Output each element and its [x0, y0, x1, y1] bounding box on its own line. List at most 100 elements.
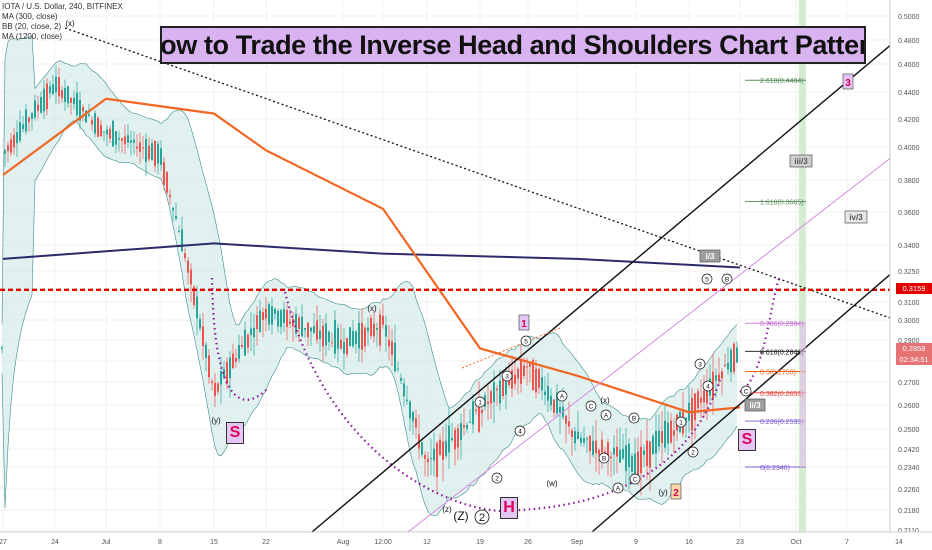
- wave-circle-text: B: [725, 277, 729, 284]
- candle-body: [529, 361, 531, 367]
- candle-body: [556, 392, 558, 414]
- y-tick-label: 0.4000: [898, 145, 920, 152]
- candle-body: [430, 458, 432, 460]
- candle-body: [442, 441, 444, 460]
- candle-body: [412, 412, 414, 422]
- candle-body: [1, 347, 3, 349]
- wave-circle-text: 5: [705, 277, 709, 284]
- x-tick-label: Aug: [337, 539, 350, 546]
- wave-circle-marker: [701, 273, 713, 285]
- candle-body: [382, 315, 384, 325]
- candle-body: [133, 139, 135, 143]
- wave-circle-text: 2: [691, 450, 695, 457]
- candle-body: [307, 322, 309, 338]
- candle-body: [655, 430, 657, 454]
- wave-circle-2: [474, 509, 490, 525]
- candle-body: [490, 391, 492, 404]
- candle-body: [460, 423, 462, 441]
- candle-body: [148, 145, 150, 160]
- candle-body: [286, 310, 288, 327]
- candle-body: [7, 145, 9, 152]
- wave-circle-text: 3: [505, 374, 509, 381]
- candle-body: [559, 406, 561, 413]
- candle-body: [631, 455, 633, 472]
- candle-body: [595, 440, 597, 454]
- wave-label-y: (y): [211, 416, 221, 425]
- candle-body: [94, 113, 96, 134]
- price-axis: 0.5000 0.4800 0.4600 0.4400 0.4200 0.4000 0.38…: [889, 0, 932, 535]
- candle-body: [163, 161, 165, 185]
- wave-circle-marker: [675, 416, 687, 428]
- candle-body: [208, 355, 210, 378]
- fib-label: 2.618(0.4484): [760, 78, 804, 85]
- projection-dash: [461, 327, 561, 369]
- candle-body: [520, 360, 522, 384]
- candle-body: [598, 450, 600, 455]
- candle-body: [190, 269, 192, 285]
- candle-body: [448, 425, 450, 453]
- y-tick-label: 0.2340: [898, 465, 920, 472]
- wave-circle-marker: [628, 412, 640, 424]
- candle-body: [172, 207, 174, 211]
- wave-label-z: (z): [442, 505, 452, 514]
- candle-body: [727, 362, 729, 370]
- candle-body: [343, 342, 345, 354]
- candle-body: [700, 397, 702, 403]
- candle-body: [160, 148, 162, 165]
- wave-circle-text: C: [744, 389, 749, 396]
- symbol-line: IOTA / U.S. Dollar, 240, BITFINEX: [2, 2, 123, 11]
- candle-body: [532, 360, 534, 391]
- candle-body: [202, 326, 204, 347]
- wave-label-2-box: [670, 483, 682, 500]
- candle-body: [187, 260, 189, 273]
- x-tick-label: 23: [736, 539, 744, 546]
- candle-body: [325, 323, 327, 346]
- candle-body: [118, 137, 120, 140]
- candle-body: [589, 435, 591, 452]
- wave-circle-text: B: [632, 416, 636, 423]
- channel-upper-line: [311, 42, 894, 533]
- candle-body: [217, 383, 219, 392]
- wave-label-x-mid2: (x): [600, 396, 610, 405]
- y-tick-label: 0.3100: [898, 300, 920, 307]
- wave-circle-marker: [556, 390, 568, 402]
- candle-body: [85, 110, 87, 123]
- candle-body: [469, 421, 471, 423]
- candle-body: [250, 328, 252, 335]
- candle-body: [715, 375, 717, 381]
- candle-body: [271, 306, 273, 325]
- candle-body: [70, 97, 72, 103]
- candle-body: [106, 129, 108, 135]
- candle-body: [583, 438, 585, 443]
- wave-circle-text: 4: [518, 429, 522, 436]
- candle-body: [703, 390, 705, 403]
- y-tick-label: 0.3250: [898, 269, 920, 276]
- candle-body: [121, 138, 123, 141]
- candle-body: [316, 320, 318, 340]
- candle-body: [13, 134, 15, 148]
- candle-body: [277, 310, 279, 327]
- candle-body: [79, 100, 81, 121]
- candle-body: [424, 455, 426, 459]
- wave-circle-text: A: [560, 394, 565, 401]
- candle-body: [331, 342, 333, 344]
- candle-body: [667, 422, 669, 444]
- y-tick-label: 0.3000: [898, 318, 920, 325]
- fib-label: 1.618(0.3665): [760, 200, 804, 207]
- candle-body: [352, 330, 354, 347]
- candle-body: [379, 314, 381, 346]
- candle-body: [364, 327, 366, 347]
- candle-body: [64, 88, 66, 102]
- candle-body: [640, 446, 642, 474]
- candle-body: [355, 331, 357, 345]
- x-tick-label: 8: [158, 539, 162, 546]
- y-tick-label: 0.2600: [898, 403, 920, 410]
- candle-body: [184, 253, 186, 258]
- candle-body: [28, 117, 30, 123]
- candle-body: [100, 125, 102, 136]
- wave-label-iii3-box: [789, 154, 813, 168]
- indicator-ma1200: MA (1200, close): [2, 32, 63, 41]
- candle-body: [37, 104, 39, 112]
- candle-body: [109, 129, 111, 139]
